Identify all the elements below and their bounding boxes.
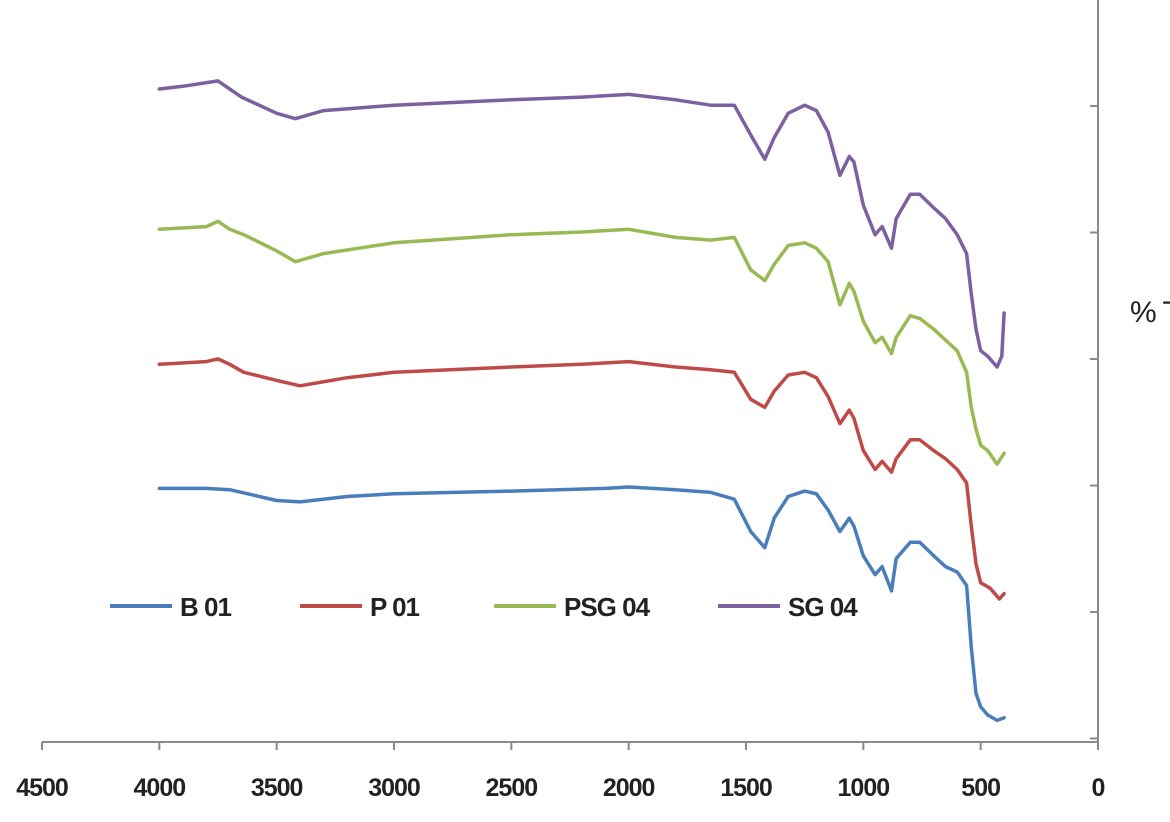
x-tick-label: 3500	[251, 774, 303, 802]
x-tick-label: 3000	[368, 774, 420, 802]
x-tick-label: 0	[1092, 774, 1105, 802]
axes-layer: 4500 4000 3500 3000 2500 2000 1500 1000 500 0	[16, 0, 1106, 802]
legend-label: P 01	[370, 592, 420, 622]
x-tick-label: 4000	[134, 774, 186, 802]
series-line-sg-04	[157, 79, 1006, 369]
legend-label: PSG 04	[564, 592, 651, 622]
x-tick-label: 500	[961, 774, 1000, 802]
x-tick-label: 1500	[720, 774, 772, 802]
x-tick-label: 2000	[603, 774, 655, 802]
x-tick-label: 2500	[486, 774, 538, 802]
series-layer	[157, 79, 1006, 723]
legend-label: B 01	[180, 592, 231, 622]
legend: B 01 P 01 PSG 04 SG 04	[110, 592, 859, 622]
series-line-psg-04	[157, 219, 1006, 466]
legend-label: SG 04	[788, 592, 858, 622]
series-line-b-01	[157, 485, 1006, 723]
y-axis-label: % T	[1130, 296, 1170, 329]
series-line-p-01	[157, 357, 1006, 601]
x-tick-label: 1000	[838, 774, 890, 802]
x-tick-label: 4500	[16, 774, 68, 802]
